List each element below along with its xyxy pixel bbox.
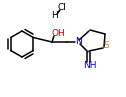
Text: Cl: Cl bbox=[58, 3, 66, 13]
Text: NH: NH bbox=[83, 61, 97, 69]
Text: H: H bbox=[52, 12, 58, 20]
Text: N: N bbox=[75, 38, 81, 46]
Text: OH: OH bbox=[51, 29, 65, 38]
Text: S: S bbox=[103, 42, 109, 51]
